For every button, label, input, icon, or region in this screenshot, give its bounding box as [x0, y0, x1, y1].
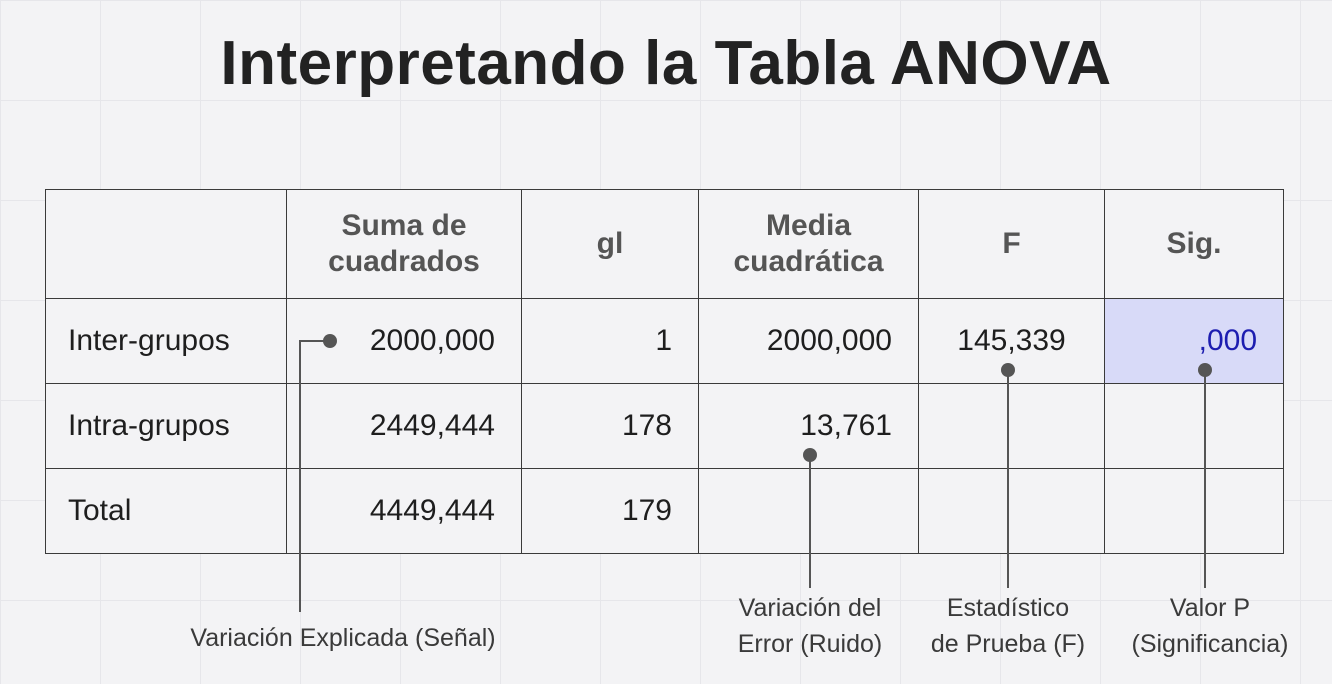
cell-sig: ,000	[1104, 298, 1284, 384]
annotation-pvalue: Valor P (Significancia)	[1131, 594, 1289, 658]
row-label: Inter-grupos	[45, 298, 287, 384]
cell-df: 178	[521, 383, 699, 469]
header-row: Suma de cuadrados gl Media cuadrática F Si…	[45, 189, 1284, 299]
row-label: Intra-grupos	[45, 383, 287, 469]
annotation-error: Variación del Error (Ruido)	[737, 594, 883, 658]
dot-pvalue	[1198, 363, 1212, 377]
dot-fstat	[1001, 363, 1015, 377]
table-row: Total 4449,444 179	[45, 468, 1284, 554]
dot-explained	[323, 334, 337, 348]
cell-f	[918, 383, 1105, 469]
cell-sig	[1104, 468, 1284, 554]
header-df: gl	[521, 189, 699, 299]
header-empty	[45, 189, 287, 299]
annotation-explained: Variación Explicada (Señal)	[190, 624, 496, 652]
cell-mean-square: 2000,000	[698, 298, 919, 384]
cell-df: 1	[521, 298, 699, 384]
page-title: Interpretando la Tabla ANOVA	[220, 29, 1112, 98]
connector-explained	[299, 340, 330, 612]
cell-df: 179	[521, 468, 699, 554]
cell-sum-squares: 4449,444	[286, 468, 522, 554]
dot-error	[803, 448, 817, 462]
header-sig: Sig.	[1104, 189, 1284, 299]
cell-f	[918, 468, 1105, 554]
cell-sig	[1104, 383, 1284, 469]
annotation-fstat: Estadístico de Prueba (F)	[930, 594, 1086, 658]
cell-mean-square	[698, 468, 919, 554]
table-row: Inter-grupos 2000,000 1 2000,000 145,339…	[45, 298, 1284, 384]
anova-table: Suma de cuadrados gl Media cuadrática F Si…	[45, 189, 1284, 554]
row-label: Total	[45, 468, 287, 554]
cell-sum-squares: 2449,444	[286, 383, 522, 469]
